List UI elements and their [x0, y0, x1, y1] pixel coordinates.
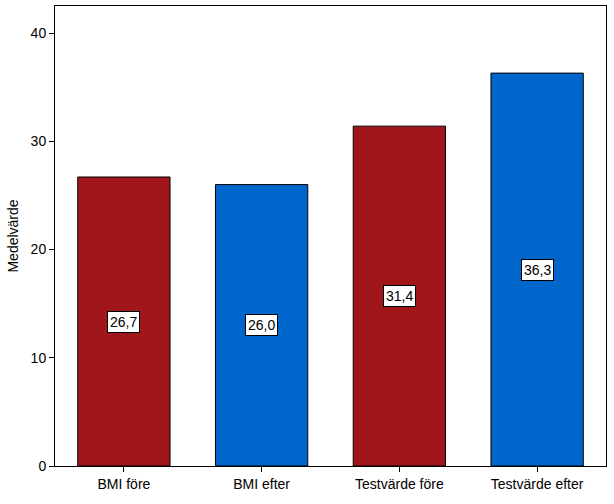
svg-text:20: 20 [31, 241, 47, 257]
svg-text:31,4: 31,4 [386, 288, 413, 304]
svg-text:36,3: 36,3 [524, 262, 551, 278]
svg-text:BMI efter: BMI efter [233, 476, 290, 492]
svg-text:0: 0 [38, 458, 46, 474]
svg-text:Testvärde efter: Testvärde efter [491, 476, 584, 492]
svg-text:26,7: 26,7 [110, 314, 137, 330]
svg-text:40: 40 [31, 25, 47, 41]
svg-text:BMI före: BMI före [97, 476, 150, 492]
svg-text:Testvärde före: Testvärde före [355, 476, 444, 492]
svg-text:26,0: 26,0 [248, 317, 275, 333]
svg-text:30: 30 [31, 133, 47, 149]
svg-text:10: 10 [31, 350, 47, 366]
svg-text:Medelvärde: Medelvärde [5, 199, 21, 272]
